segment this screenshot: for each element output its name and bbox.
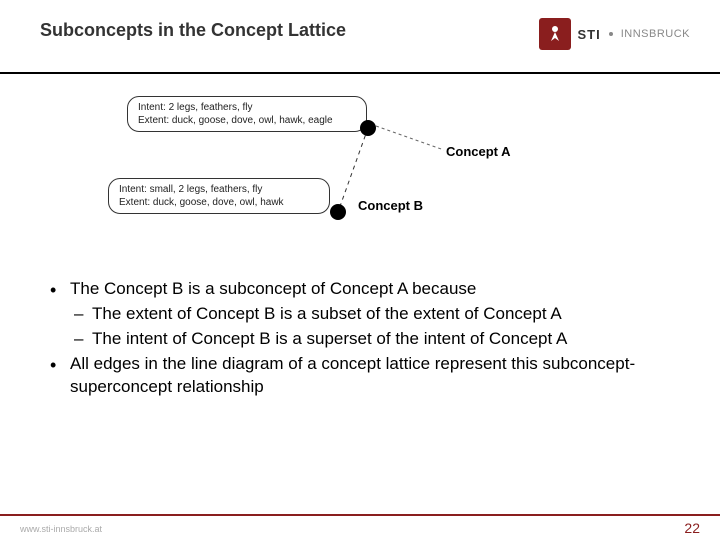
logo-mark (539, 18, 571, 50)
logo-text-location: INNSBRUCK (621, 28, 690, 40)
slide-body: The Concept B is a subconcept of Concept… (0, 264, 720, 399)
logo-separator-dot (609, 32, 613, 36)
footer-url: www.sti-innsbruck.at (20, 524, 102, 534)
concept-a-extent: Extent: duck, goose, dove, owl, hawk, ea… (138, 114, 356, 127)
concept-b-box: Intent: small, 2 legs, feathers, fly Ext… (108, 178, 330, 214)
concept-a-label: Concept A (446, 144, 511, 159)
concept-a-intent: Intent: 2 legs, feathers, fly (138, 101, 356, 114)
page-number: 22 (684, 520, 700, 536)
bullet-1: The Concept B is a subconcept of Concept… (48, 278, 690, 301)
slide-header: Subconcepts in the Concept Lattice STI I… (0, 0, 720, 72)
concept-lattice-diagram: Intent: 2 legs, feathers, fly Extent: du… (0, 74, 720, 264)
bullet-1b: The intent of Concept B is a superset of… (48, 328, 690, 351)
bullet-2: All edges in the line diagram of a conce… (48, 353, 690, 399)
concept-b-label: Concept B (358, 198, 423, 213)
concept-b-intent: Intent: small, 2 legs, feathers, fly (119, 183, 319, 196)
concept-b-extent: Extent: duck, goose, dove, owl, hawk (119, 196, 319, 209)
logo: STI INNSBRUCK (539, 18, 690, 50)
footer-rule (0, 514, 720, 516)
concept-a-node (360, 120, 376, 136)
logo-text-sti: STI (577, 27, 600, 42)
concept-b-node (330, 204, 346, 220)
label-a-connector (376, 126, 444, 150)
bullet-1a: The extent of Concept B is a subset of t… (48, 303, 690, 326)
concept-a-box: Intent: 2 legs, feathers, fly Extent: du… (127, 96, 367, 132)
